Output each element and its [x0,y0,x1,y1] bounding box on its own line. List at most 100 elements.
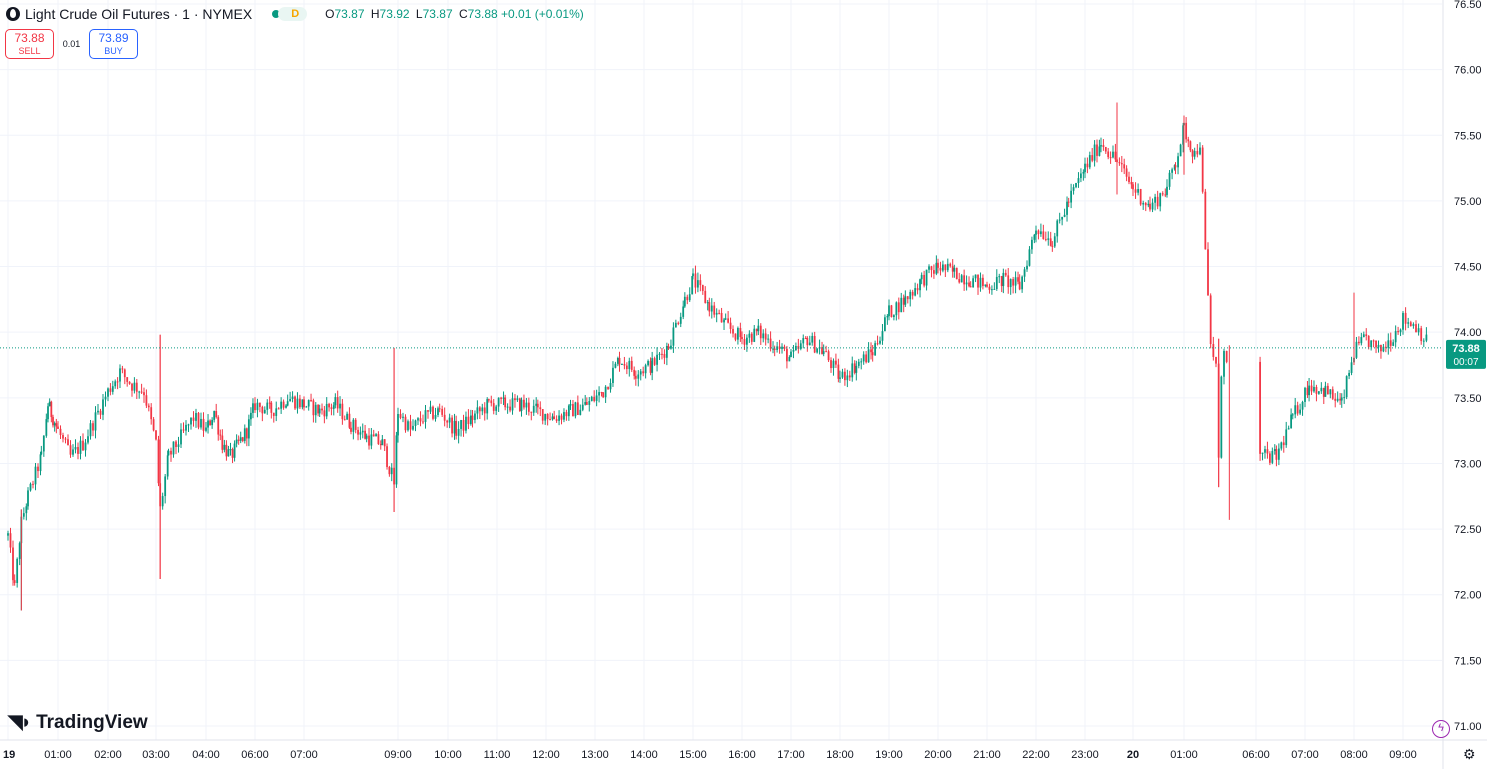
last-price-countdown: 00:07 [1453,357,1478,368]
interval-badge[interactable]: D [278,7,308,21]
candle-body [1058,219,1061,221]
candle-body [790,351,792,357]
y-tick-label: 76.00 [1454,65,1482,77]
candle-body [558,415,560,421]
candle-body [474,413,476,420]
candle-body [282,401,285,408]
x-tick-label: 21:00 [973,749,1001,761]
candle-body [718,312,721,314]
candle-body [92,423,94,431]
candle-body [1080,173,1082,179]
candle-body [268,402,271,404]
candle-body [857,361,860,366]
candle-body [280,401,283,409]
candle-body [1266,449,1269,454]
candle-body [275,408,278,416]
candle-body [1399,329,1402,333]
candle-body [32,483,34,485]
candle-body [511,398,514,411]
candle-body [1164,194,1167,196]
candle-body [1415,324,1417,333]
candle-body [986,284,988,287]
candle-body [1296,405,1299,414]
candle-body [753,328,756,342]
settings-gear-icon[interactable]: ⚙ [1463,746,1476,762]
candle-body [904,296,907,305]
candle-body [1277,448,1280,460]
candle-body [734,333,737,340]
candle-body [1409,322,1412,327]
candle-body [937,262,939,268]
candle-body [27,490,29,507]
open-label: O [325,7,335,21]
candle-body [492,403,495,411]
candle-body [764,333,767,340]
candle-body [18,543,21,559]
candle-body [341,403,344,420]
x-tick-label: 03:00 [142,749,170,761]
candle-body [417,418,419,421]
candle-body [490,400,493,404]
candle-body [1199,147,1201,155]
candle-body [500,397,502,399]
candle-body [395,435,398,485]
market-status-icon[interactable] [272,10,281,18]
candle-body [1151,202,1154,210]
candle-body [621,363,623,365]
candle-body [1275,449,1278,460]
candle-body [1056,220,1059,237]
y-tick-label: 74.50 [1454,262,1482,274]
candle-body [604,386,607,398]
candle-body [1047,238,1050,240]
lightning-icon[interactable]: ϟ [1432,720,1450,738]
tradingview-logo[interactable]: ◥◗ TradingView [8,711,148,734]
candle-body [808,342,811,346]
x-tick-label: 08:00 [1340,749,1368,761]
candle-body [919,279,921,291]
candle-body [9,533,12,548]
candle-body [1009,279,1012,288]
candle-body [630,360,633,370]
candle-body [1075,182,1077,188]
candle-body [359,432,362,435]
candle-body [69,445,72,455]
candle-body [1350,362,1353,373]
candle-body [1189,141,1192,151]
candle-body [414,420,417,426]
candle-body [1118,162,1121,164]
candle-body [600,392,603,394]
candle-body [928,266,930,270]
x-tick-label: 09:00 [384,749,412,761]
candle-body [1049,238,1052,246]
candle-body [1299,409,1301,414]
symbol-title[interactable]: Light Crude Oil Futures · 1 · NYMEX [25,6,253,22]
sell-button[interactable]: 73.88 SELL [5,29,54,59]
candle-body [1287,428,1290,430]
candle-body [772,348,774,350]
candle-body [1422,340,1425,342]
candle-body [1212,344,1215,357]
candle-body [1324,385,1327,397]
candle-body [381,439,384,446]
candle-body [299,398,301,408]
buy-button[interactable]: 73.89 BUY [89,29,138,59]
candle-body [1007,275,1010,288]
candle-body [1179,144,1182,157]
y-tick-label: 72.50 [1454,524,1482,536]
candle-body [786,348,788,362]
candle-body [40,451,43,455]
candle-body [1035,230,1037,235]
candle-body [87,436,89,443]
chart-symbol-icon[interactable] [6,7,20,21]
candle-body [1382,346,1385,352]
candle-body [1336,398,1339,401]
spread-value: 0.01 [62,39,81,49]
candle-body [102,399,104,415]
candle-body [1004,272,1007,276]
candle-body [914,288,917,296]
candle-body [339,403,341,409]
close-label: C [458,7,468,21]
candle-body [209,420,211,426]
candle-body [732,328,734,334]
